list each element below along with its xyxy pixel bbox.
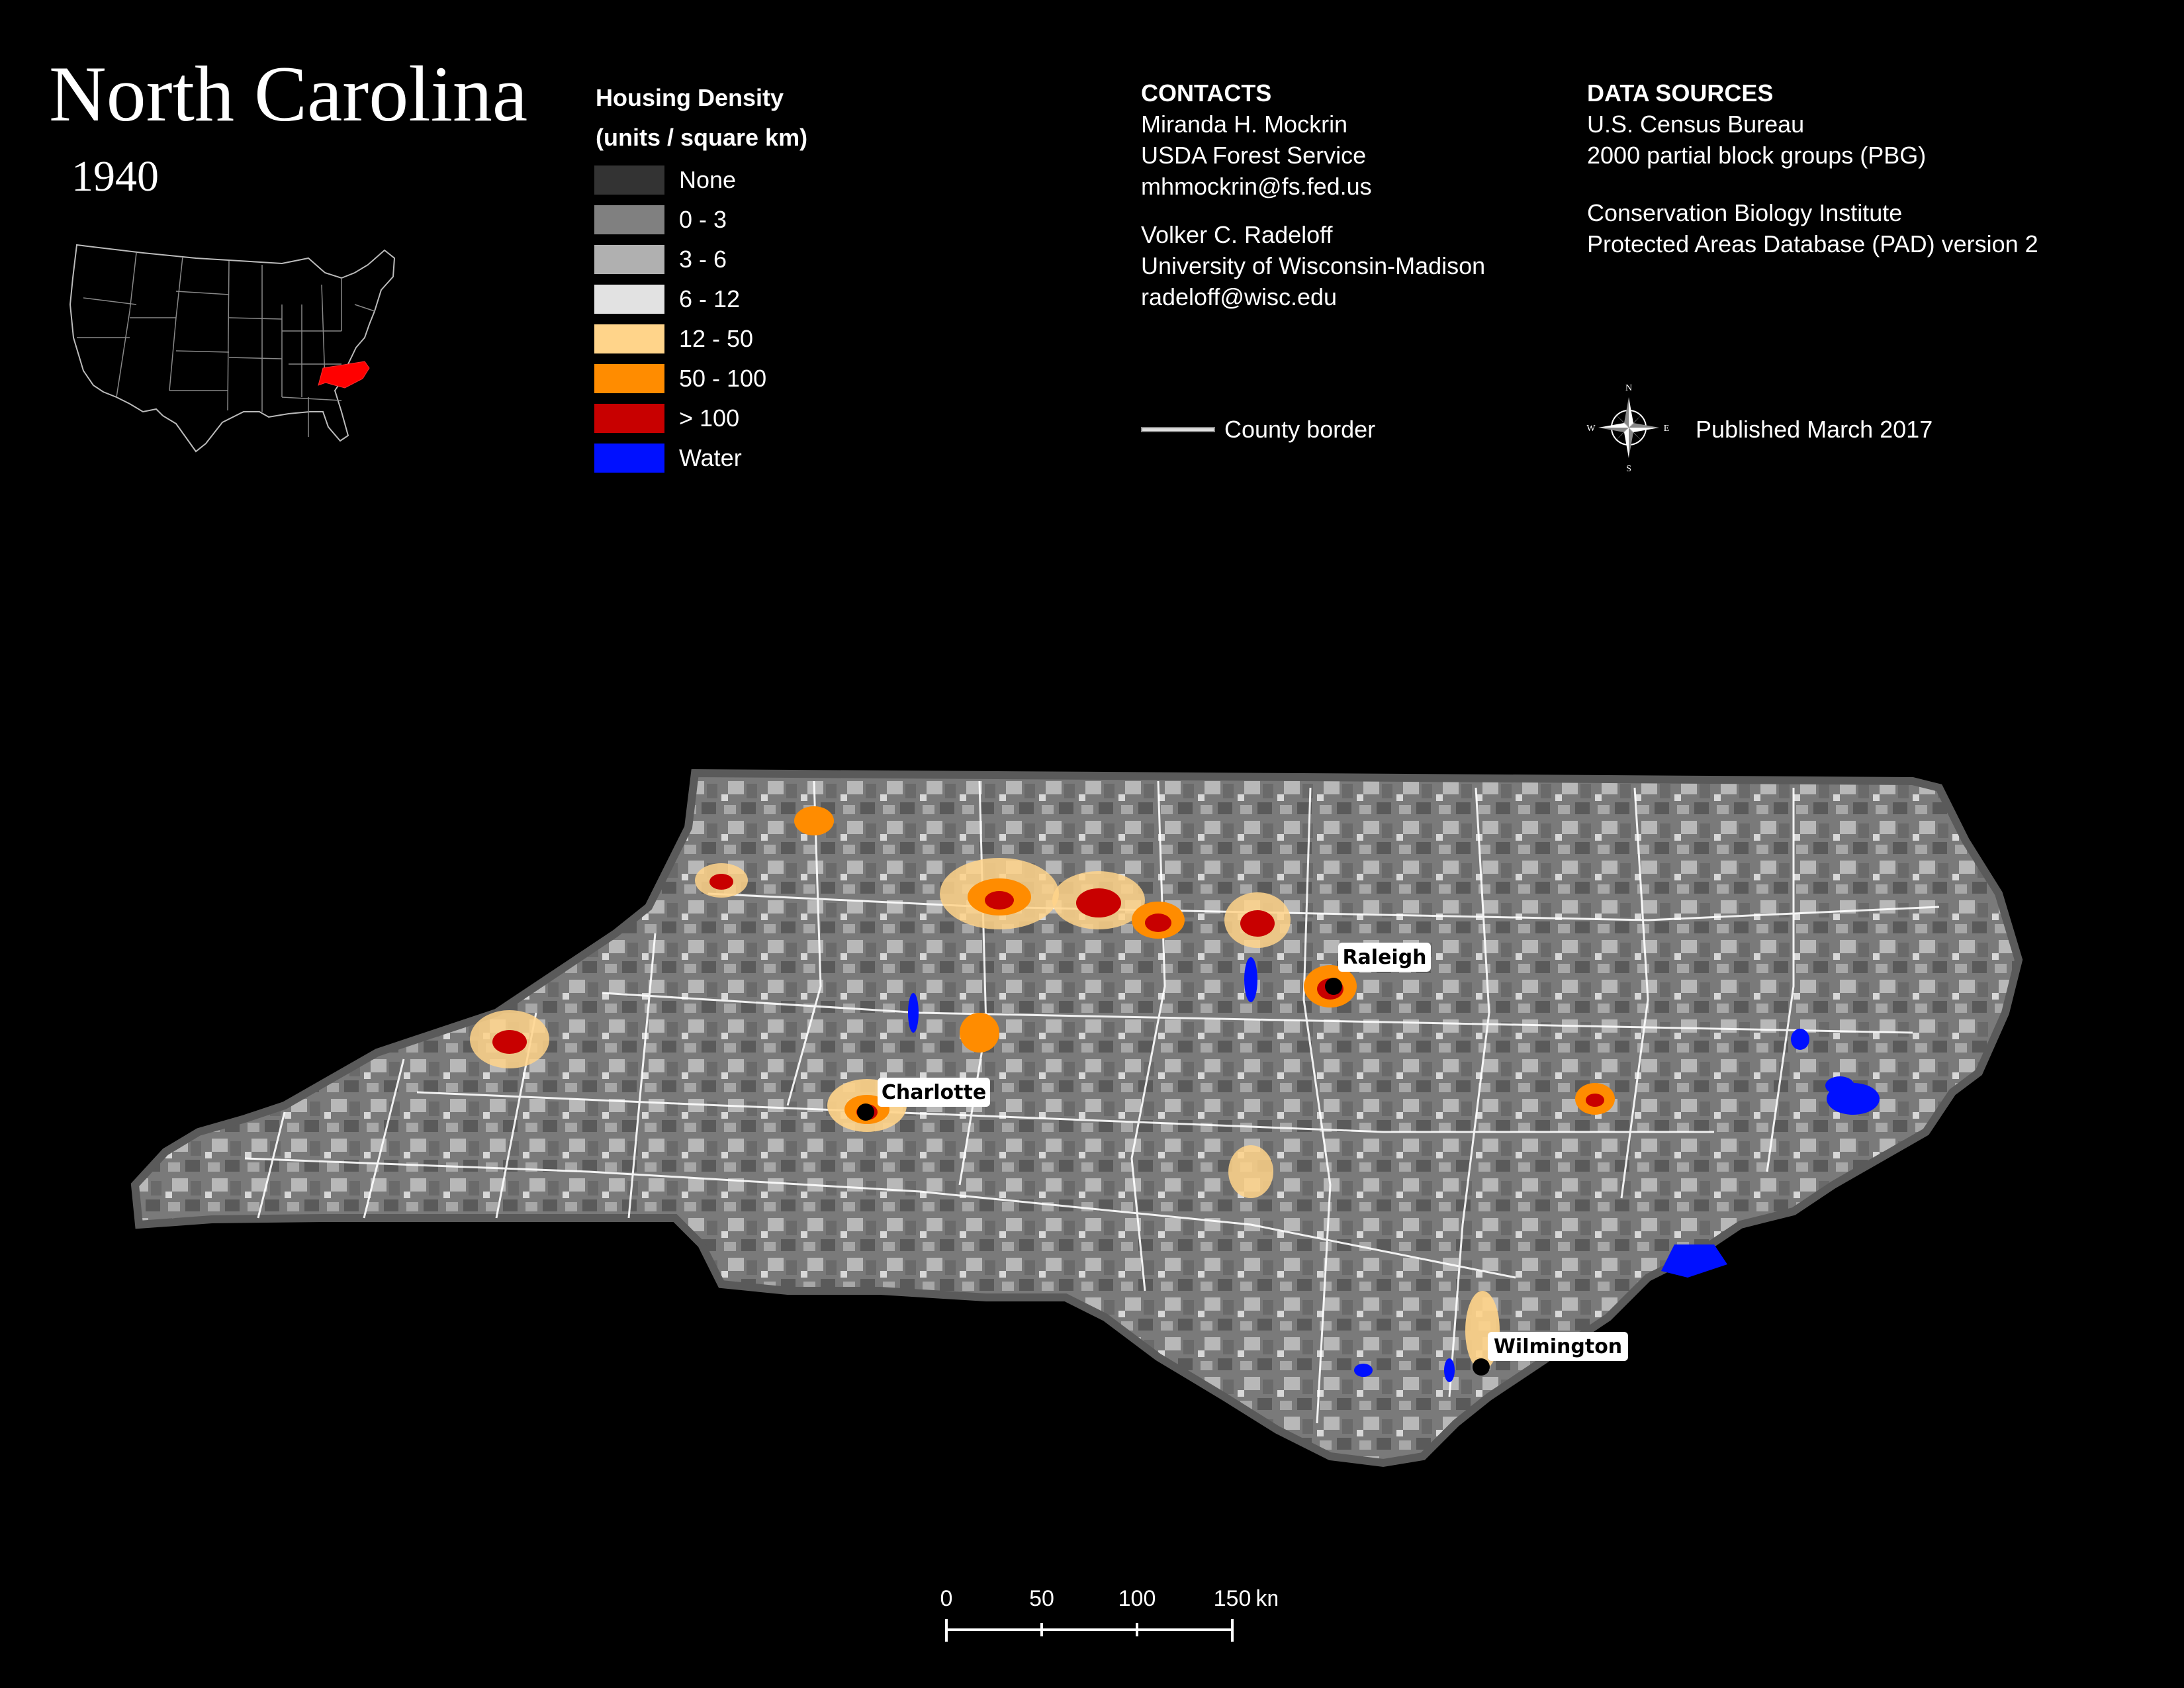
legend-label: Water (679, 444, 742, 471)
city-wilmington[interactable]: Wilmington (1473, 1332, 1628, 1376)
county-borders (244, 780, 1940, 1424)
legend-title: Housing Density (units / square km) (596, 78, 807, 158)
legend-label: 12 - 50 (679, 325, 754, 352)
legend-swatch (594, 165, 664, 195)
nc-state-shape (130, 769, 2023, 1468)
legend-swatch (594, 285, 664, 314)
compass-w: W (1586, 424, 1596, 434)
compass-s: S (1626, 464, 1631, 474)
legend-title-line1: Housing Density (596, 84, 784, 111)
data-sources-block: DATA SOURCES U.S. Census Bureau 2000 par… (1587, 78, 2038, 259)
contact2-name: Volker C. Radeloff (1141, 221, 1333, 248)
legend-label: None (679, 166, 737, 193)
city-label-raleigh: Raleigh (1342, 946, 1426, 969)
city-raleigh[interactable]: Raleigh (1325, 943, 1431, 995)
compass-n: N (1625, 383, 1632, 393)
us-inset-map (69, 244, 396, 453)
source-line2: 2000 partial block groups (PBG) (1587, 142, 1927, 169)
contact2-email[interactable]: radeloff@wisc.edu (1141, 283, 1338, 310)
nc-housing-density-map: Raleigh Charlotte Wilmington (130, 769, 2023, 1468)
scale-unit: km (1255, 1586, 1277, 1611)
map-title: North Carolina (49, 50, 528, 138)
city-charlotte[interactable]: Charlotte (857, 1078, 990, 1121)
contacts-heading: CONTACTS (1141, 79, 1272, 107)
legend-label: > 100 (679, 404, 740, 432)
published-date: Published March 2017 (1696, 416, 1933, 443)
source-line3: Conservation Biology Institute (1587, 199, 1903, 226)
legend-swatch (594, 404, 664, 433)
water-bodies (908, 957, 1880, 1382)
source-line4: Protected Areas Database (PAD) version 2 (1587, 230, 2038, 258)
legend-swatch (594, 205, 664, 234)
legend-swatch (594, 364, 664, 393)
legend-title-line2: (units / square km) (596, 124, 808, 151)
contact1-org: USDA Forest Service (1141, 142, 1367, 169)
scale-tick-50: 50 (1029, 1586, 1054, 1611)
map-year: 1940 (71, 152, 159, 201)
scale-bar: 0 50 100 150 km (940, 1586, 1277, 1642)
county-border-swatch (1141, 427, 1215, 432)
scale-tick-100: 100 (1118, 1586, 1156, 1611)
nc-highlight (318, 361, 370, 389)
legend-label: 6 - 12 (679, 285, 741, 312)
county-border-label: County border (1224, 416, 1376, 443)
city-label-wilmington: Wilmington (1494, 1335, 1622, 1358)
legend-swatch (594, 444, 664, 473)
state-borders (77, 252, 375, 437)
source-line1: U.S. Census Bureau (1587, 111, 1805, 138)
compass-rose-icon: N S E W (1586, 383, 1670, 474)
legend-swatch (594, 324, 664, 353)
contact2-org: University of Wisconsin-Madison (1141, 252, 1486, 279)
sources-heading: DATA SOURCES (1587, 79, 1774, 107)
scale-tick-0: 0 (940, 1586, 953, 1611)
compass-e: E (1664, 424, 1670, 434)
contact1-email[interactable]: mhmockrin@fs.fed.us (1141, 173, 1372, 200)
legend-swatch (594, 245, 664, 274)
scale-tick-150: 150 (1214, 1586, 1251, 1611)
legend-label: 3 - 6 (679, 246, 727, 273)
legend-label: 50 - 100 (679, 365, 767, 392)
contacts-block: CONTACTS Miranda H. Mockrin USDA Forest … (1141, 78, 1485, 312)
legend-label: 0 - 3 (679, 206, 727, 233)
us-outline (69, 244, 396, 453)
contact1-name: Miranda H. Mockrin (1141, 111, 1348, 138)
city-label-charlotte: Charlotte (882, 1081, 986, 1104)
